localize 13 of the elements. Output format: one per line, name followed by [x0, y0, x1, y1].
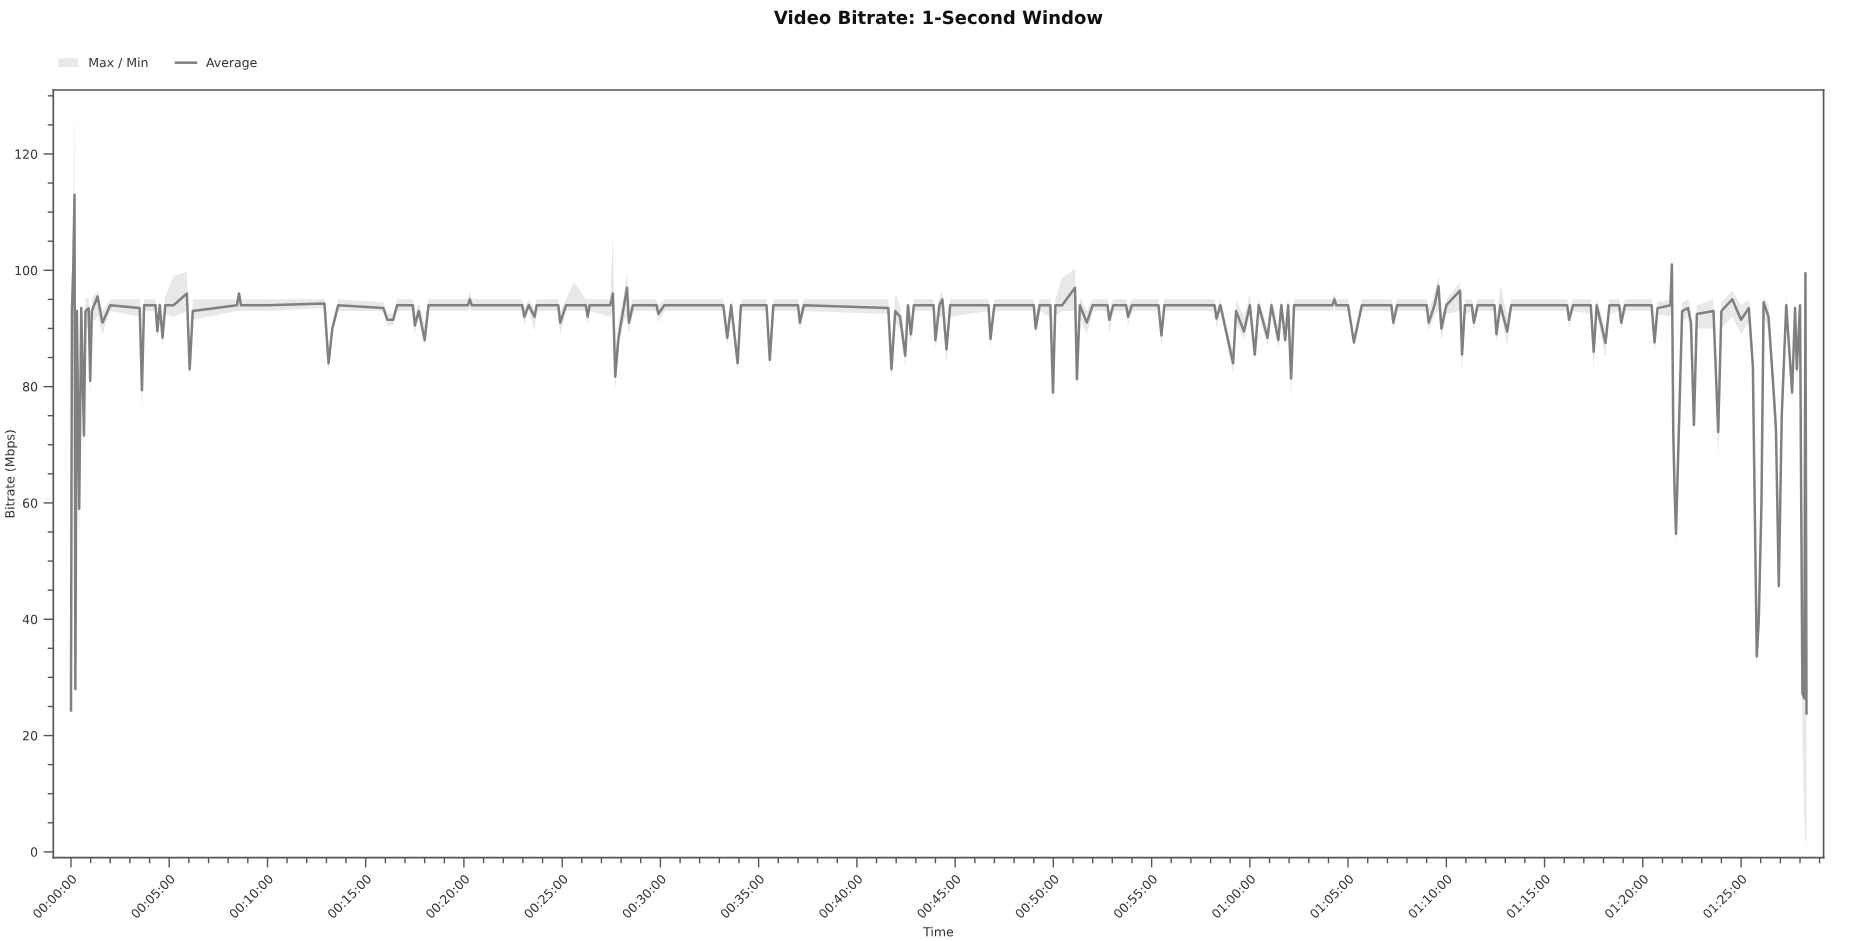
y-tick-label: 120: [15, 149, 38, 159]
chart-title: Video Bitrate: 1-Second Window: [773, 10, 1103, 25]
y-tick-label: 40: [22, 614, 38, 625]
legend-label: Average: [206, 57, 257, 70]
x-axis-title: Time: [923, 926, 954, 937]
y-tick-label: 20: [23, 731, 38, 741]
y-axis-title: Bitrate (Mbps): [4, 430, 18, 518]
y-tick-label: 80: [22, 382, 38, 392]
legend-label: Max / Min: [89, 57, 148, 69]
y-tick-label: 0: [30, 847, 38, 857]
line-series: [69, 193, 1808, 715]
y-tick-label: 60: [22, 498, 38, 508]
y-tick-label: 100: [15, 265, 38, 276]
